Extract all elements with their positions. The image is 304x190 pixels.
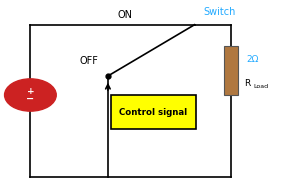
Text: R: R — [244, 79, 251, 88]
Text: Control signal: Control signal — [119, 108, 188, 117]
Text: −: − — [26, 94, 34, 104]
Text: ON: ON — [117, 10, 132, 20]
Text: 2Ω: 2Ω — [246, 55, 258, 64]
Bar — [111, 95, 196, 129]
Text: Load: Load — [253, 84, 268, 89]
Circle shape — [5, 79, 56, 111]
Text: Switch: Switch — [204, 7, 236, 17]
Text: OFF: OFF — [80, 55, 99, 66]
Text: +: + — [26, 87, 34, 96]
Bar — [224, 46, 238, 95]
